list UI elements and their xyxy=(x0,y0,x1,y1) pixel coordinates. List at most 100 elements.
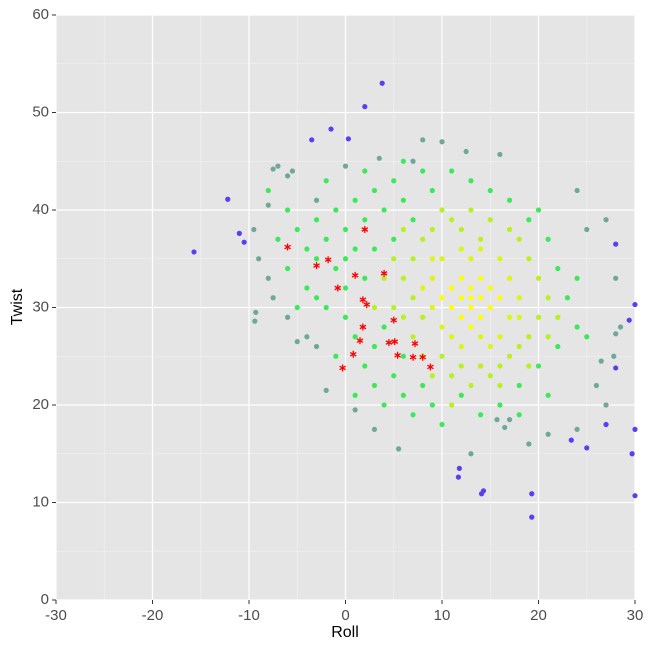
point xyxy=(313,197,320,203)
point xyxy=(285,314,291,320)
point xyxy=(429,187,435,194)
point xyxy=(253,309,259,315)
point xyxy=(506,226,513,233)
point xyxy=(304,285,310,291)
asterisk-point xyxy=(356,337,364,345)
asterisk-point xyxy=(419,353,427,361)
point xyxy=(497,402,503,408)
point xyxy=(545,295,551,301)
point xyxy=(468,382,474,389)
point xyxy=(458,295,464,301)
point xyxy=(265,275,271,281)
point xyxy=(420,236,426,242)
point xyxy=(487,373,493,379)
y-tick-label: 10 xyxy=(32,493,49,510)
x-tick-label: -10 xyxy=(238,607,260,624)
point xyxy=(516,343,522,350)
point xyxy=(468,207,474,213)
point xyxy=(391,236,397,242)
point xyxy=(502,424,508,431)
y-tick-label: 30 xyxy=(32,298,49,315)
point xyxy=(323,236,329,242)
point xyxy=(313,256,320,262)
point xyxy=(429,275,435,281)
point xyxy=(410,158,416,164)
point xyxy=(458,343,464,350)
asterisk-point xyxy=(359,323,367,331)
point xyxy=(352,334,358,340)
point xyxy=(285,207,291,213)
point xyxy=(535,314,542,320)
asterisk-point xyxy=(363,301,371,309)
point xyxy=(225,196,231,202)
point xyxy=(429,226,435,233)
point xyxy=(371,246,378,252)
point xyxy=(191,249,197,255)
point xyxy=(516,236,522,242)
point xyxy=(294,339,300,345)
point xyxy=(429,304,435,311)
point xyxy=(391,373,397,379)
point xyxy=(285,173,291,179)
point xyxy=(516,412,522,418)
point xyxy=(400,226,406,233)
asterisk-point xyxy=(391,338,399,346)
point xyxy=(275,236,281,242)
point xyxy=(391,256,397,262)
point xyxy=(478,412,484,418)
point xyxy=(506,353,513,359)
asterisk-point xyxy=(411,340,419,348)
point xyxy=(376,155,382,161)
point xyxy=(439,207,445,213)
point xyxy=(352,197,358,203)
y-tick-label: 0 xyxy=(41,591,49,608)
point xyxy=(342,226,349,233)
point xyxy=(333,265,339,272)
point xyxy=(391,178,397,184)
point xyxy=(584,226,590,233)
point xyxy=(487,187,493,194)
point xyxy=(535,275,542,281)
point xyxy=(371,382,378,389)
point xyxy=(468,285,474,291)
point xyxy=(265,202,271,208)
y-tick-label: 50 xyxy=(32,103,49,120)
point xyxy=(611,353,617,359)
point xyxy=(555,265,561,272)
point xyxy=(352,246,358,252)
point xyxy=(632,301,638,308)
asterisk-point xyxy=(390,316,398,324)
point xyxy=(526,363,532,369)
x-tick-label: 0 xyxy=(341,607,349,624)
point xyxy=(613,275,619,281)
point xyxy=(333,353,339,359)
point xyxy=(391,304,397,311)
point xyxy=(439,324,445,330)
point xyxy=(275,163,281,169)
point xyxy=(313,295,320,301)
point xyxy=(545,431,551,437)
point xyxy=(379,80,385,86)
asterisk-point xyxy=(334,284,342,292)
point xyxy=(400,275,406,281)
point xyxy=(487,217,493,223)
point xyxy=(439,295,445,301)
point xyxy=(362,363,368,369)
point xyxy=(333,207,339,213)
point xyxy=(613,331,619,337)
point xyxy=(613,241,619,247)
point xyxy=(478,491,485,497)
point xyxy=(429,373,435,379)
y-tick-label: 40 xyxy=(32,201,49,218)
point xyxy=(342,163,349,169)
point xyxy=(410,334,416,340)
point xyxy=(362,275,368,281)
point xyxy=(463,148,469,155)
point xyxy=(629,451,635,457)
point xyxy=(593,382,600,389)
point xyxy=(478,334,484,340)
point xyxy=(497,382,503,389)
asterisk-point xyxy=(409,353,417,361)
x-tick-label: 20 xyxy=(530,607,547,624)
point xyxy=(328,126,334,132)
